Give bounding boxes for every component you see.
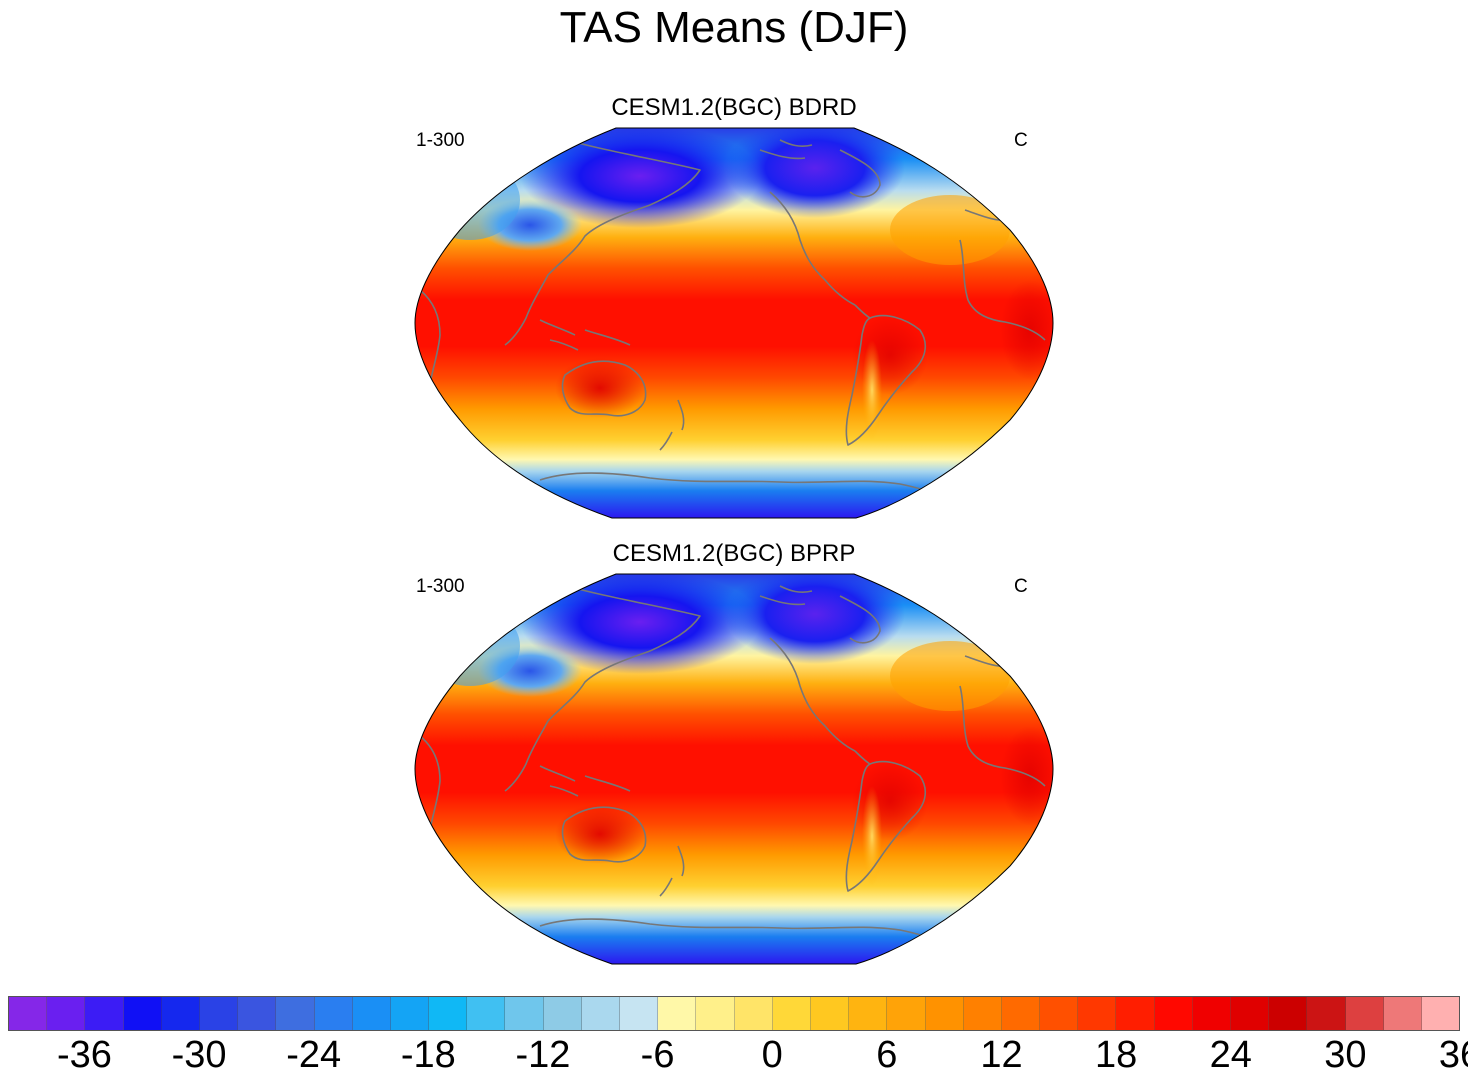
colorbar-swatch: [85, 997, 124, 1030]
colorbar-tick-label: -24: [286, 1034, 342, 1076]
colorbar-swatch: [1078, 997, 1117, 1030]
colorbar-swatch: [199, 997, 239, 1030]
colorbar-swatch: [1307, 997, 1346, 1030]
colorbar-swatch: [925, 997, 964, 1030]
colorbar-swatch: [849, 997, 888, 1030]
main-title: TAS Means (DJF): [559, 3, 909, 52]
panel-1-period-label: 1-300: [416, 130, 465, 151]
colorbar-swatch: [276, 997, 315, 1030]
colorbar-swatch: [238, 997, 277, 1030]
panel-1-title: CESM1.2(BGC) BDRD: [611, 94, 857, 121]
colorbar-swatch: [1040, 997, 1079, 1030]
colorbar-swatch: [887, 997, 926, 1030]
colorbar-tick-label: -36: [56, 1034, 112, 1076]
panel-2-title: CESM1.2(BGC) BPRP: [612, 540, 856, 567]
colorbar-swatch: [734, 997, 773, 1030]
colorbar-swatch: [1231, 997, 1270, 1030]
colorbar-swatch: [696, 997, 735, 1030]
colorbar-swatch: [1345, 997, 1384, 1030]
colorbar-swatch: [1383, 997, 1422, 1030]
colorbar-swatch: [1192, 997, 1231, 1030]
panel-2-map-border: [414, 573, 1054, 965]
colorbar-swatch: [467, 997, 506, 1030]
maps-canvas: [414, 127, 1054, 965]
panel-1-map: [415, 128, 1053, 518]
colorbar-tick-label: -12: [515, 1034, 571, 1076]
colorbar-tick-label: 6: [876, 1034, 898, 1076]
colorbar-swatch: [1116, 997, 1155, 1030]
panel-1-units-label: C: [1014, 130, 1028, 151]
colorbar-swatch: [581, 997, 620, 1030]
colorbar-swatch: [352, 997, 391, 1030]
colorbar-swatch: [161, 997, 200, 1030]
colorbar-swatch: [123, 997, 162, 1030]
colorbar-swatch: [620, 997, 659, 1030]
colorbar-tick-label: 36: [1438, 1034, 1468, 1076]
colorbar-swatch: [1269, 997, 1308, 1030]
colorbar-swatch: [47, 997, 86, 1030]
colorbar-swatch: [1001, 997, 1041, 1030]
colorbar-swatch: [772, 997, 811, 1030]
colorbar-tick-label: -18: [400, 1034, 456, 1076]
panel-2-units-label: C: [1014, 576, 1028, 597]
panel-2-map: [415, 574, 1053, 964]
colorbar-swatch: [505, 997, 544, 1030]
colorbar-swatch: [429, 997, 468, 1030]
colorbar-tick-label: -6: [640, 1034, 675, 1076]
colorbar-swatch: [9, 997, 48, 1030]
colorbar-tick-label: -30: [171, 1034, 227, 1076]
panel-2-period-label: 1-300: [416, 576, 465, 597]
colorbar-swatch: [390, 997, 430, 1030]
colorbar-swatch: [810, 997, 850, 1030]
colorbar-swatch: [1421, 997, 1460, 1030]
colorbar-swatch: [314, 997, 353, 1030]
colorbar-tick-label: 18: [1094, 1034, 1138, 1076]
colorbar-tick-label: 12: [980, 1034, 1023, 1076]
colorbar-swatch: [658, 997, 697, 1030]
colorbar-swatch: [543, 997, 582, 1030]
colorbar-tick-label: 30: [1324, 1034, 1367, 1076]
colorbar-tick-label: 0: [761, 1034, 783, 1076]
panel-1-map-border: [414, 127, 1054, 519]
colorbar-tick-label: 24: [1209, 1034, 1252, 1076]
colorbar-swatch: [963, 997, 1002, 1030]
colorbar-swatch: [1154, 997, 1193, 1030]
colorbar: [8, 996, 1460, 1031]
